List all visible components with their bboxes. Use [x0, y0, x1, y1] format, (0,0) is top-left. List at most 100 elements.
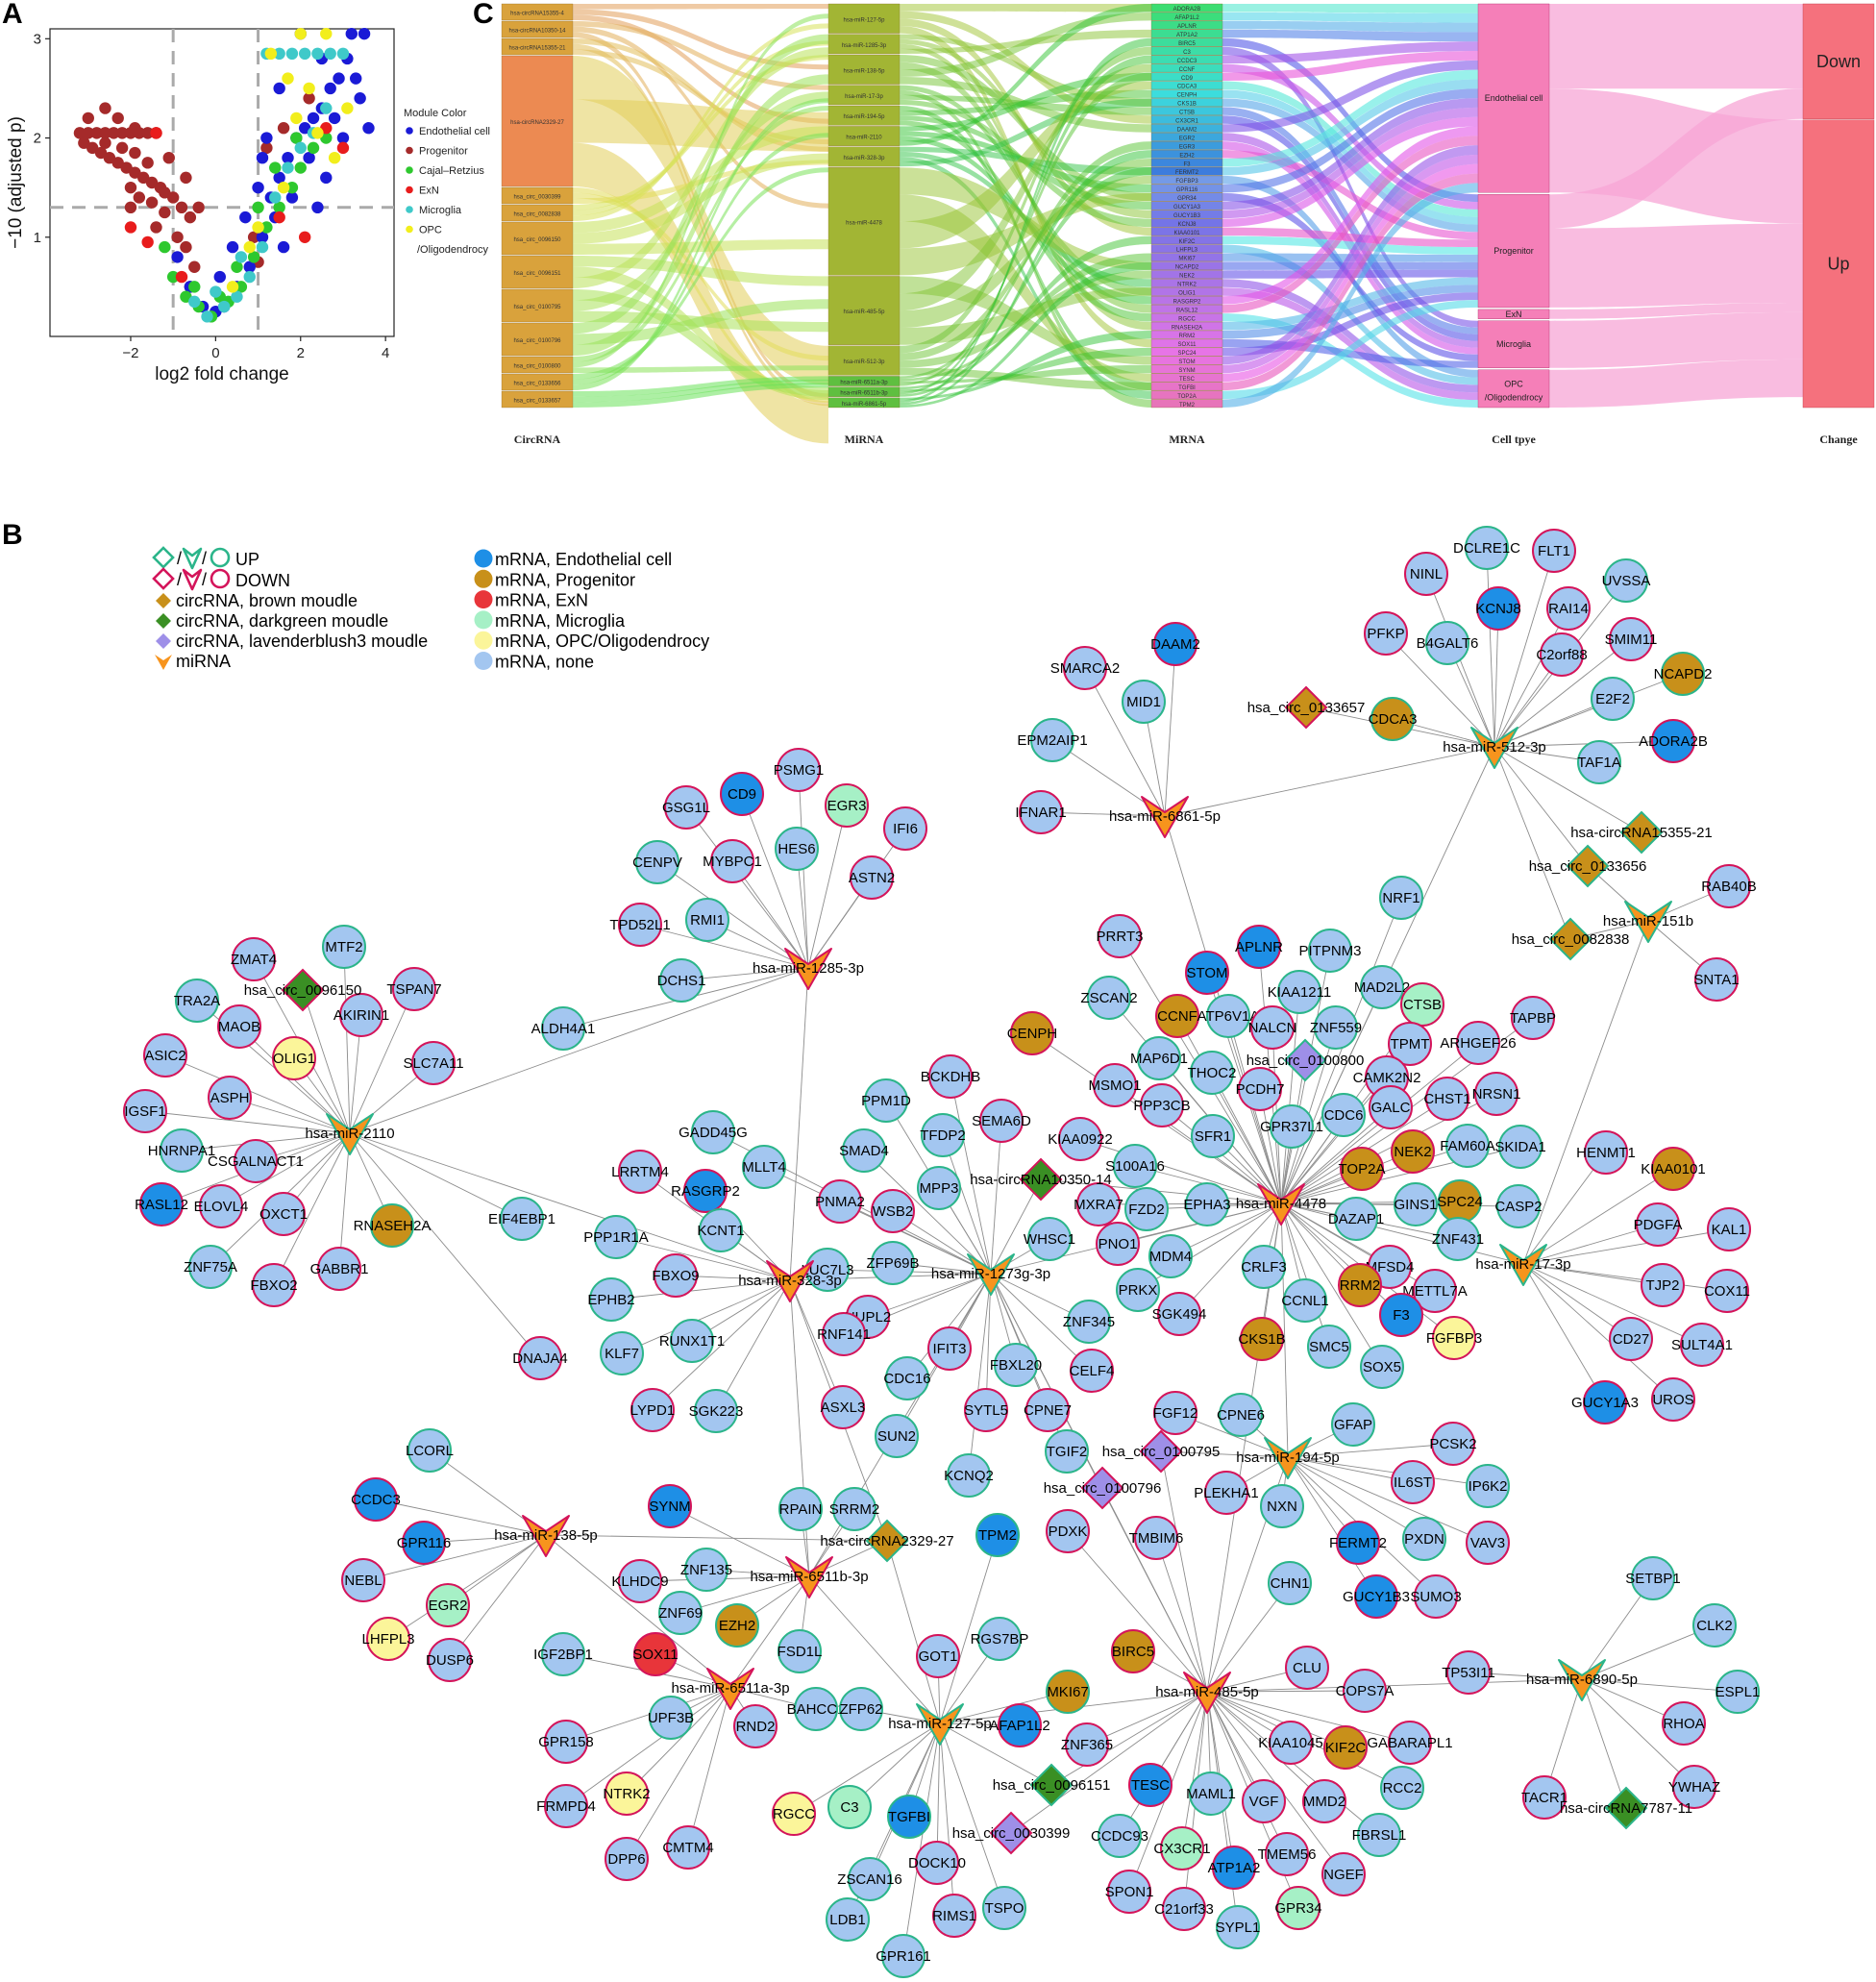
mrna-node: KCNQ2 — [944, 1453, 994, 1498]
volcano-point — [243, 260, 256, 273]
mrna-circle — [1388, 1022, 1432, 1066]
mrna-label: PCDH7 — [1236, 1081, 1285, 1098]
mrna-node: S100A16 — [1105, 1144, 1165, 1188]
mrna-circle — [1157, 1292, 1201, 1336]
volcano-point — [269, 191, 282, 204]
mrna-label: SPC24 — [1437, 1194, 1483, 1210]
mrna-label: PDXK — [1049, 1524, 1088, 1540]
y-tick-label: 1 — [34, 230, 41, 246]
sankey-column-label: Cell tpye — [1492, 433, 1536, 446]
mrna-circle — [1124, 1187, 1169, 1231]
network-edge — [1493, 740, 1674, 748]
mrna-node: CELF4 — [1070, 1349, 1114, 1393]
mirna-label: hsa-miR-6861-5p — [1109, 808, 1221, 825]
mrna-label: SUMO3 — [1410, 1589, 1461, 1605]
mrna-circle — [589, 1277, 633, 1322]
legend-mrna-icon — [474, 652, 493, 670]
mrna-label: EPHA3 — [1183, 1197, 1230, 1213]
mrna-label: KIF2C — [1325, 1740, 1367, 1756]
mrna-node: GPR116 — [397, 1521, 451, 1565]
mrna-circle — [664, 785, 708, 830]
sankey-node-label: GPR116 — [1176, 187, 1198, 193]
mrna-node: TJP2 — [1641, 1263, 1685, 1307]
mrna-circle — [683, 1169, 728, 1213]
legend-slash: / — [177, 570, 182, 589]
network-edge — [729, 1575, 810, 1689]
network-edge — [902, 1722, 941, 1957]
sankey-node — [1150, 399, 1223, 409]
sankey-flow — [1549, 223, 1803, 308]
mrna-circle — [1087, 976, 1131, 1020]
mrna-label: GOT1 — [919, 1648, 958, 1665]
network-edge — [362, 1534, 547, 1581]
volcano-point — [218, 300, 231, 313]
mirna-label: hsa-miR-127-5p — [888, 1716, 992, 1732]
sankey-node-label: hsa-miR-6861-5p — [842, 402, 887, 408]
sankey-node — [1150, 356, 1223, 365]
mrna-node: SFR1 — [1191, 1114, 1235, 1158]
network-edge — [1493, 746, 1642, 833]
mrna-node: TAPBP — [1510, 996, 1556, 1040]
sankey-node-label: TGFBI — [1178, 385, 1196, 391]
sankey-node — [501, 37, 574, 56]
legend-circle-icon — [210, 547, 231, 568]
mrna-node: BCKDHB — [921, 1054, 980, 1099]
sankey-node — [1150, 184, 1223, 193]
legend-mirna-label: miRNA — [176, 652, 231, 671]
sankey-flow — [900, 46, 1151, 354]
mrna-circle — [1270, 1104, 1314, 1149]
mrna-label: SKIDA1 — [1494, 1139, 1545, 1155]
x-tick-label: 4 — [382, 345, 389, 361]
network-edge — [164, 1054, 351, 1134]
mrna-label: MKI67 — [1047, 1684, 1088, 1700]
mrna-node: DCLRE1C — [1453, 526, 1520, 570]
sankey-node-label: RGCC — [1178, 316, 1196, 322]
legend-mrna-label: mRNA, none — [495, 653, 594, 672]
sankey-node-label: TOP2A — [1177, 394, 1197, 400]
mrna-node: KIF2C — [1323, 1725, 1368, 1770]
network-edge — [349, 1132, 523, 1220]
mrna-node: MSMO1 — [1088, 1063, 1142, 1107]
mrna-label: CENPH — [1007, 1026, 1058, 1042]
mrna-label: SMARCA2 — [1050, 660, 1121, 677]
sankey-node-label: GPR34 — [1177, 196, 1197, 202]
sankey-node-label: APLNR — [1177, 24, 1197, 30]
sankey-node — [1150, 218, 1223, 228]
mrna-node: RMI1 — [685, 898, 729, 942]
sankey-node-label: hsa_circ_0133657 — [513, 399, 561, 405]
mrna-node: ZFP62 — [839, 1687, 883, 1731]
mrna-label: OLIG1 — [273, 1051, 315, 1067]
circrna-node: hsa-circRNA2329-27 — [820, 1519, 954, 1563]
mrna-label: B4GALT6 — [1417, 635, 1479, 652]
network-edge — [343, 946, 351, 1134]
x-tick-label: −2 — [122, 345, 138, 361]
mrna-node: PITPNM3 — [1298, 929, 1362, 973]
sankey-node-label: KIAA0101 — [1173, 231, 1200, 236]
sankey-node-label: FGFBP3 — [1175, 179, 1198, 185]
volcano-point — [324, 47, 336, 61]
mrna-label: GPR37L1 — [1260, 1119, 1323, 1135]
mrna-node: PDXK — [1046, 1509, 1090, 1553]
mrna-circle — [875, 1414, 919, 1458]
volcano-point — [73, 127, 86, 139]
volcano-point — [285, 181, 299, 194]
volcano-point — [141, 127, 154, 139]
mrna-circle — [1661, 652, 1705, 696]
sankey-flow — [900, 330, 1151, 401]
mirna-node: hsa-miR-2110 — [305, 1113, 395, 1155]
volcano-point — [303, 151, 315, 164]
sankey-node — [1150, 20, 1223, 30]
network-edge — [449, 1534, 547, 1661]
mrna-node: SEMA6D — [972, 1099, 1031, 1143]
network-edge — [1164, 746, 1495, 817]
sankey-node — [827, 105, 901, 126]
sankey-node — [501, 20, 574, 38]
mrna-node: SNTA1 — [1693, 957, 1740, 1002]
mrna-label: COX11 — [1704, 1283, 1750, 1300]
mrna-label: NRSN1 — [1472, 1086, 1521, 1102]
mirna-label: hsa-miR-485-5p — [1155, 1684, 1259, 1700]
mrna-node: IFI6 — [883, 806, 927, 851]
mrna-node: PPP3CB — [1133, 1083, 1191, 1127]
mrna-label: NALCN — [1248, 1020, 1297, 1036]
mirna-node: hsa-miR-328-3p — [738, 1260, 842, 1302]
